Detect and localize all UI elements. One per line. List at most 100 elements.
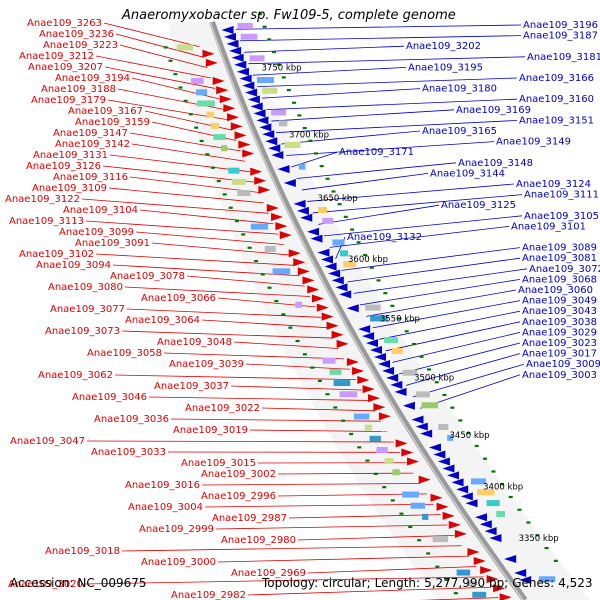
scale-tick (337, 203, 342, 206)
scale-tick (474, 444, 479, 448)
scale-tick (382, 486, 387, 489)
reverse-gene-arrow (324, 262, 337, 271)
scale-tick (216, 179, 221, 183)
scale-tick (526, 521, 531, 524)
forward-gene-label: Anae109_3091 (75, 238, 150, 249)
scale-tick (183, 99, 188, 103)
scale-tick (453, 592, 458, 595)
reverse-gene-arrow (366, 339, 379, 348)
scale-tick (313, 152, 318, 155)
forward-gene-label: Anae109_3036 (94, 414, 169, 425)
reverse-callout-line (271, 109, 455, 122)
forward-callout-line (112, 264, 300, 277)
forward-gene-arrow (407, 457, 420, 466)
scale-tick (427, 368, 432, 371)
forward-gene-arrow (430, 493, 443, 502)
annotation-block (262, 87, 278, 94)
reverse-gene-label: Anae109_3072 (529, 264, 600, 275)
forward-callout-line (121, 545, 462, 552)
forward-callout-line (126, 308, 322, 318)
forward-callout-line (103, 22, 200, 48)
reverse-gene-arrow (265, 137, 278, 146)
annotation-block (376, 446, 388, 453)
forward-gene-arrow (258, 185, 271, 194)
annotation-block (486, 500, 500, 507)
forward-gene-arrow (336, 339, 349, 348)
scale-tick (286, 88, 291, 92)
scale-tick (517, 508, 522, 511)
forward-callout-line (201, 483, 421, 486)
reverse-gene-arrow (446, 471, 459, 480)
reverse-gene-arrow (420, 429, 433, 438)
annotation-block (391, 347, 403, 354)
reverse-callout-line (257, 77, 518, 88)
scale-tick (399, 512, 404, 515)
reverse-gene-arrow (259, 123, 272, 132)
reverse-gene-label: Anae109_3160 (519, 94, 594, 105)
forward-callout-line (119, 44, 208, 68)
reverse-callout-line (281, 130, 421, 145)
annotation-block (353, 413, 370, 420)
scale-tick (222, 193, 227, 196)
scale-tick (310, 366, 315, 369)
reverse-gene-arrow (358, 325, 371, 334)
forward-gene-label: Anae109_2987 (212, 513, 287, 524)
reverse-gene-arrow (442, 464, 455, 473)
forward-gene-arrow (275, 222, 288, 231)
forward-callout-line (186, 275, 305, 287)
forward-gene-label: Anae109_2996 (201, 491, 276, 502)
reverse-callout-line (235, 24, 522, 30)
reverse-gene-label: Anae109_3111 (524, 190, 599, 201)
scale-tick (508, 495, 513, 499)
forward-gene-arrow (250, 167, 263, 176)
annotation-block (249, 55, 265, 62)
reverse-gene-arrow (277, 165, 290, 174)
reverse-gene-arrow (253, 109, 266, 118)
forward-gene-arrow (454, 529, 467, 538)
accession-value: NC_009675 (77, 576, 147, 590)
annotation-block (496, 510, 505, 517)
reverse-callout-line (252, 67, 407, 76)
scale-tick (412, 342, 417, 346)
scale-tick (319, 165, 324, 168)
forward-gene-arrow (227, 113, 240, 122)
gene-features (176, 22, 556, 600)
reverse-callout-line (372, 300, 521, 329)
scale-tick (365, 459, 370, 462)
annotation-block (339, 391, 358, 398)
reverse-gene-label: Anae109_3166 (519, 73, 594, 84)
forward-callout-line (85, 220, 279, 235)
reverse-callout-line (276, 120, 518, 133)
reverse-gene-label: Anae109_3101 (511, 221, 586, 232)
scale-tick (188, 113, 193, 116)
annotation-block (240, 33, 258, 40)
forward-gene-label: Anae109_3016 (125, 480, 200, 491)
forward-callout-line (277, 472, 414, 475)
forward-callout-line (135, 231, 284, 245)
reverse-gene-label: Anae109_3169 (456, 105, 531, 116)
reverse-gene-label: Anae109_3009 (526, 359, 600, 370)
forward-callout-line (307, 566, 477, 574)
forward-gene-label: Anae109_3047 (10, 436, 85, 447)
reverse-gene-arrow (231, 53, 244, 62)
forward-gene-arrow (321, 312, 334, 321)
annotation-block (370, 315, 388, 322)
forward-gene-label: Anae109_3002 (201, 469, 276, 480)
annotation-block (206, 111, 215, 118)
forward-gene-arrow (254, 176, 267, 185)
forward-callout-line (121, 330, 333, 339)
scale-tick (450, 406, 455, 409)
annotation-block (228, 167, 240, 174)
forward-gene-arrow (373, 403, 386, 412)
scale-tick (205, 153, 210, 156)
reverse-gene-arrow (428, 443, 441, 452)
reverse-gene-arrow (456, 485, 469, 494)
forward-gene-arrow (493, 584, 506, 593)
genome-backbone (209, 21, 528, 600)
forward-gene-arrow (205, 58, 218, 67)
reverse-gene-arrow (234, 60, 247, 69)
reverse-gene-label: Anae109_3029 (522, 327, 597, 338)
forward-gene-arrow (346, 357, 359, 366)
forward-gene-label: Anae109_3113 (9, 216, 84, 227)
